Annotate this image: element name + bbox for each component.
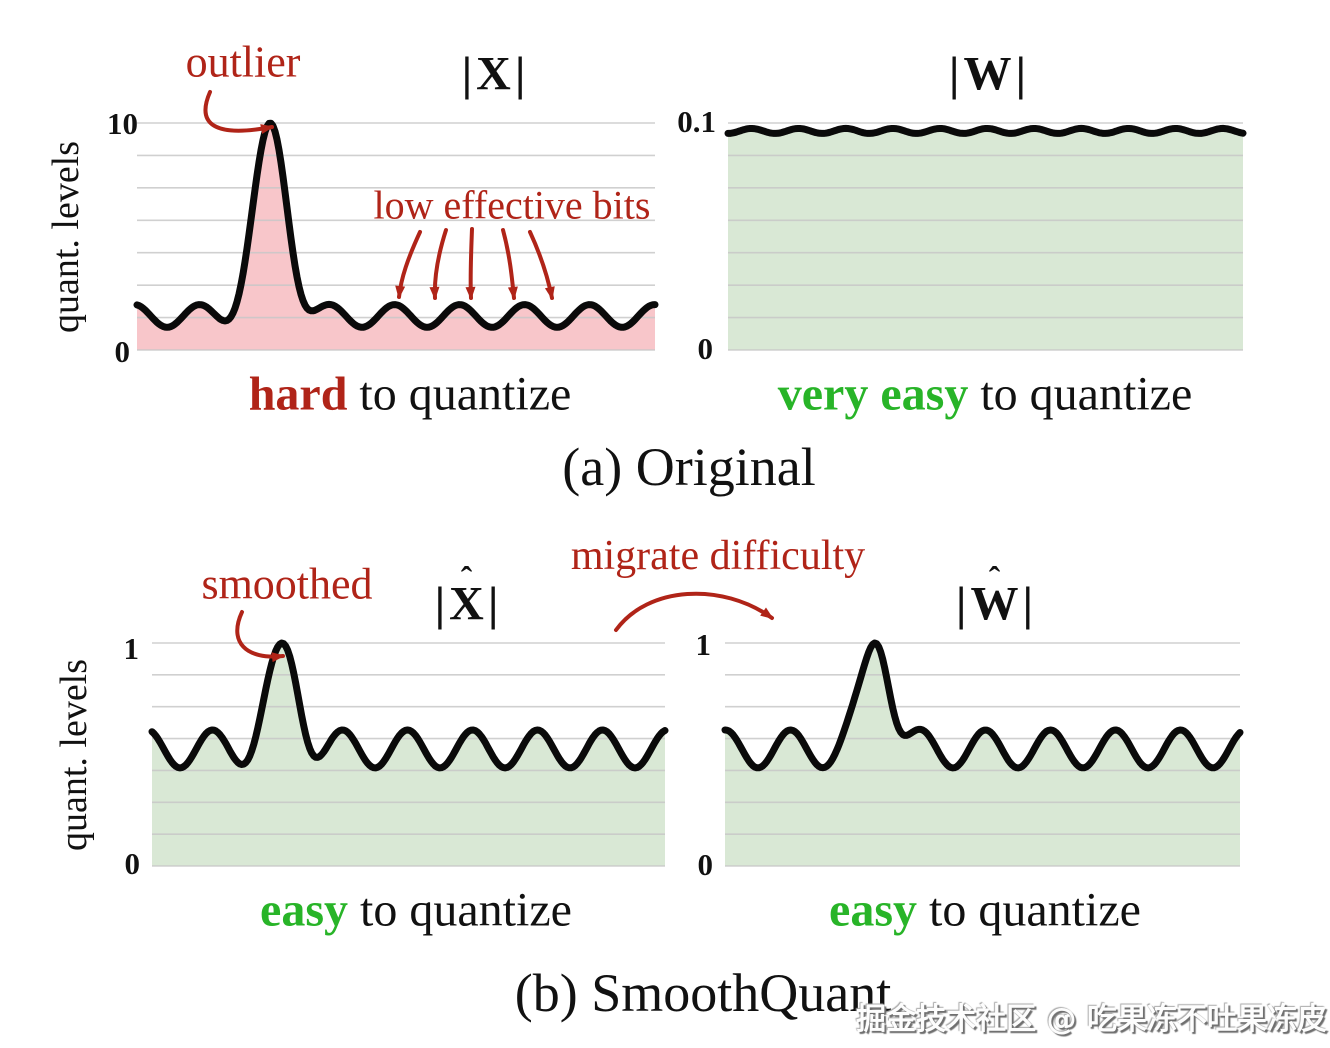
title-letter-wrap: W [964,47,1013,102]
title-bar: | [1022,577,1035,631]
title-letter: W [970,577,1020,631]
outlier-arrow-icon [203,90,274,134]
low-bits-arrow-icon [528,230,555,300]
section-a-label: (a) Original [562,437,816,497]
caption-very-easy-to-quantize: very easy to quantize [778,367,1193,422]
plot-activation-original [133,119,659,351]
plot-weight-original [724,122,1247,351]
tick-xa-bottom: 0 [114,334,131,369]
tick-wb-bottom: 0 [697,847,714,882]
caption-emphasis: easy [260,883,349,937]
y-axis-label-a: quant. levels [45,140,87,334]
tick-xb-top: 1 [123,631,140,666]
plot-weight-migrated [721,639,1244,867]
smoothed-arrow-icon [235,610,285,663]
caption-emphasis: hard [248,367,348,421]
title-letter: W [963,47,1013,101]
caption-rest: to quantize [347,367,572,421]
caption-rest: to quantize [917,883,1141,937]
hat-accent: ˆ [988,560,1002,598]
title-bar: | [487,577,500,631]
tick-xa-top: 10 [107,106,138,141]
title-letter: X [476,47,512,101]
title-bar: | [955,577,968,631]
section-b-label: (b) SmoothQuant [514,963,892,1023]
caption-hard-to-quantize: hard to quantize [249,367,572,422]
caption-rest: to quantize [968,367,1193,421]
tick-wa-bottom: 0 [697,331,714,366]
low-bits-arrow-icon [395,230,422,299]
migrate-arrow-icon [614,591,774,632]
caption-easy-to-quantize-w: easy to quantize [829,883,1141,938]
caption-rest: to quantize [348,883,572,937]
low-bits-arrow-icon [501,228,518,300]
caption-emphasis: very easy [777,367,969,421]
tick-wa-top: 0.1 [677,104,716,139]
y-axis-label-b: quant. levels [53,658,95,852]
title-bar: | [434,577,447,631]
smoothed-label: smoothed [201,559,373,609]
plot-activation-smoothed [148,639,669,867]
title-letter-wrap: X [476,47,512,102]
title-bar: | [514,47,527,101]
caption-emphasis: easy [829,883,918,937]
outlier-label: outlier [185,37,301,87]
caption-easy-to-quantize-x: easy to quantize [260,883,572,938]
tick-xb-bottom: 0 [124,846,141,881]
annotation-arrows [203,90,774,663]
panel-title-w-migrated: | ˆ W| [953,562,1037,632]
title-bar: | [1015,47,1028,101]
panel-title-w-original: | W| [946,47,1030,102]
title-letter: X [449,577,485,631]
watermark: 掘金技术社区 @ 吃果冻不吐果冻皮 [856,1002,1327,1037]
panel-title-x-smoothed: | ˆ X| [432,562,503,632]
title-bar: | [948,47,961,101]
hat-accent: ˆ [460,560,474,598]
low-bits-arrow-icon [465,227,476,300]
title-bar: | [461,47,474,101]
low-effective-bits-label: low effective bits [373,182,651,228]
panel-title-x-original: | X| [459,47,530,102]
migrate-difficulty-label: migrate difficulty [570,533,866,579]
tick-wb-top: 1 [695,627,712,662]
low-bits-arrow-icon [429,228,448,300]
